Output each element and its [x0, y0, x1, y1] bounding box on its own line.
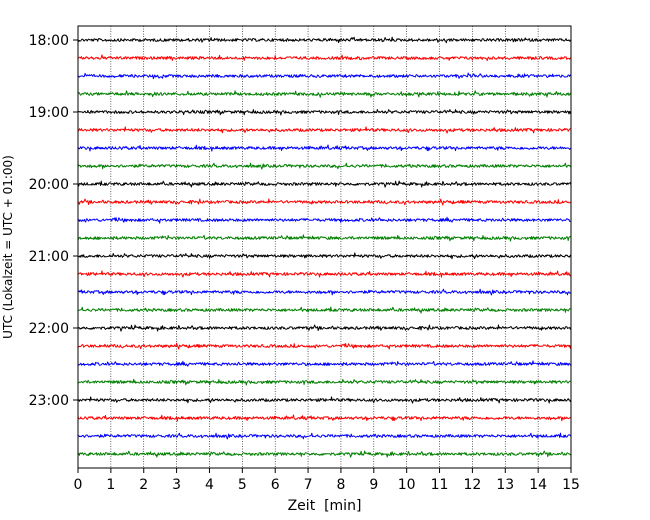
x-tick-label: 7 [304, 477, 313, 493]
x-tick-label: 11 [431, 477, 449, 493]
x-tick-label: 12 [463, 477, 481, 493]
x-tick-label: 2 [139, 477, 148, 493]
trace-line [77, 198, 572, 206]
x-tick-label: 9 [369, 477, 378, 493]
trace-line [77, 36, 572, 44]
trace-line [77, 396, 572, 404]
trace-line [77, 342, 572, 350]
x-tick-label: 3 [172, 477, 181, 493]
x-axis-label: Zeit [min] [288, 498, 362, 514]
trace-line [77, 162, 572, 170]
y-tick-label: 22:00 [29, 321, 69, 337]
x-tick-label: 1 [106, 477, 115, 493]
trace-line [77, 324, 572, 332]
y-tick-label: 21:00 [29, 249, 69, 265]
trace-line [77, 450, 572, 458]
trace-line [77, 378, 572, 386]
x-tick-label: 15 [562, 477, 580, 493]
x-tick-label: 8 [336, 477, 345, 493]
plot-frame [77, 25, 572, 469]
y-tick-label: 20:00 [29, 177, 69, 193]
trace-line [77, 126, 572, 134]
trace-line [77, 306, 572, 314]
trace-line [77, 90, 572, 98]
trace-line [77, 252, 572, 260]
trace-line [77, 72, 572, 80]
vertical-grid [110, 26, 539, 468]
x-tick-label: 14 [529, 477, 547, 493]
trace-line [77, 270, 572, 278]
trace-line [77, 234, 572, 242]
y-tick-label: 19:00 [29, 105, 69, 121]
y-tick-label: 18:00 [29, 33, 69, 49]
trace-line [77, 108, 572, 116]
trace-line [77, 360, 572, 367]
x-tick-label: 13 [496, 477, 514, 493]
y-axis: 18:00 19:00 20:00 21:00 22:00 23:00 [29, 33, 78, 409]
trace-line [77, 432, 572, 440]
x-tick-label: 10 [398, 477, 416, 493]
trace-line [77, 288, 572, 296]
trace-line [77, 54, 572, 62]
traces-group [77, 36, 572, 458]
x-axis: 0 1 2 3 4 5 6 7 8 9 10 11 12 13 14 15 [74, 468, 580, 493]
x-tick-label: 5 [238, 477, 247, 493]
x-tick-label: 4 [205, 477, 214, 493]
trace-line [77, 144, 572, 152]
trace-line [77, 414, 572, 422]
x-tick-label: 6 [271, 477, 280, 493]
trace-line [77, 216, 572, 224]
trace-line [77, 180, 572, 188]
x-tick-label: 0 [74, 477, 83, 493]
y-axis-label: UTC (Lokalzeit = UTC + 01:00) [1, 155, 15, 339]
y-tick-label: 23:00 [29, 393, 69, 409]
